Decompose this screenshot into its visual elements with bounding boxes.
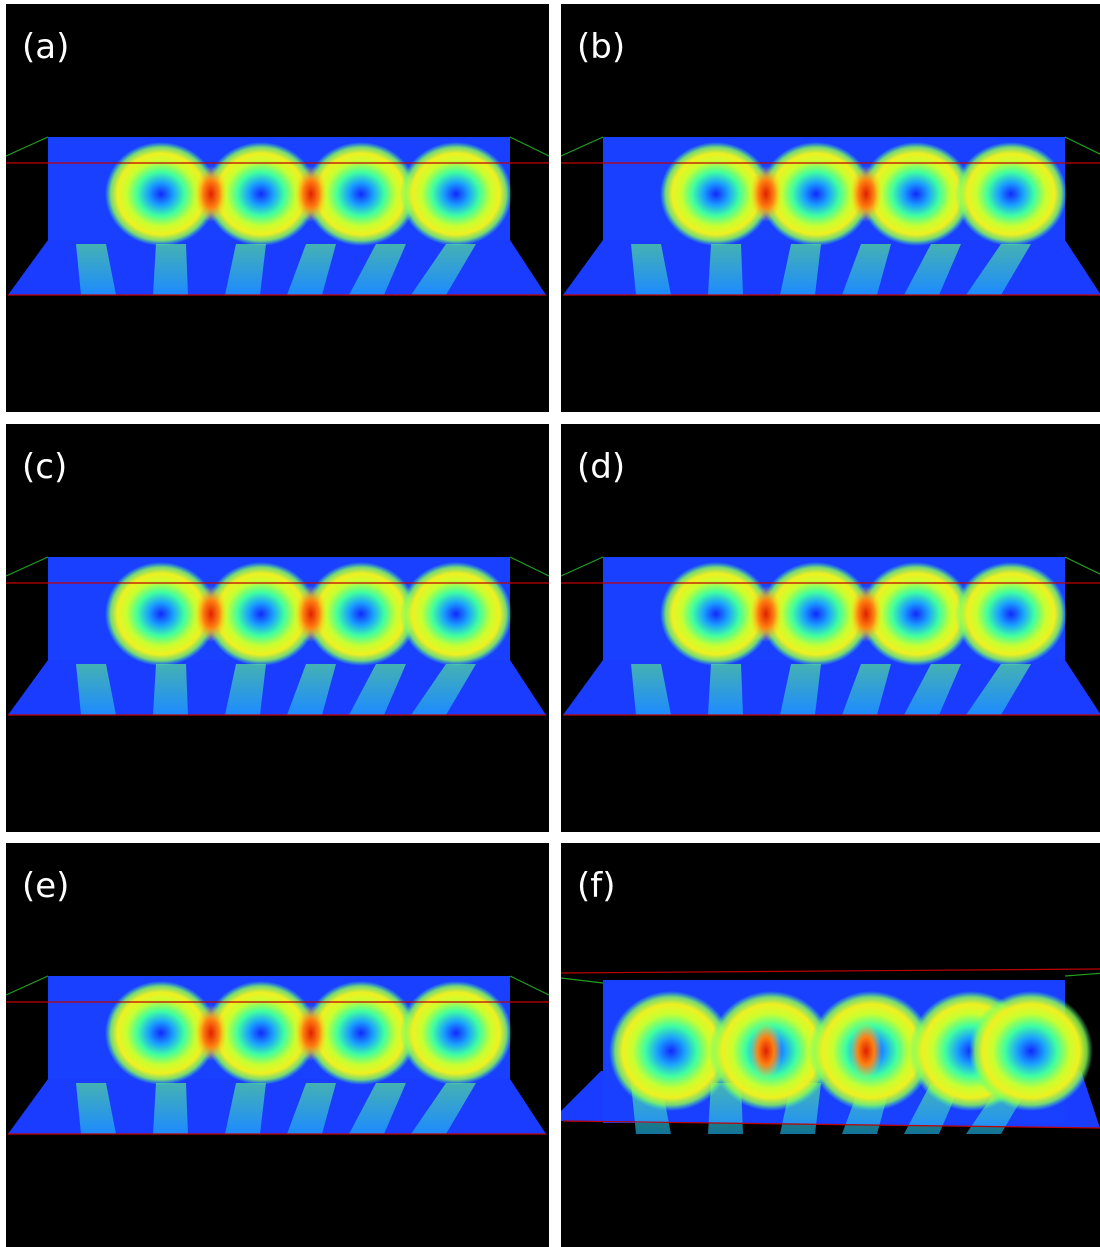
field-ring	[969, 991, 1093, 1111]
field-hotspot	[850, 1023, 882, 1079]
field-hotspot	[195, 166, 227, 222]
panel: (a)	[6, 4, 549, 412]
floor-stripe	[153, 664, 188, 715]
panel: (b)	[561, 4, 1100, 412]
panel-label: (e)	[22, 866, 69, 906]
panel: (e)	[6, 843, 549, 1247]
field-hotspot	[750, 166, 782, 222]
field-hotspot	[195, 586, 227, 642]
field-hotspot	[850, 586, 882, 642]
field-ring	[400, 981, 512, 1085]
field-ring	[400, 562, 512, 666]
field-hotspot	[750, 586, 782, 642]
field-ring	[955, 562, 1067, 666]
panel: (c)	[6, 424, 549, 832]
field-ring	[955, 142, 1067, 246]
panel: (d)	[561, 424, 1100, 832]
panel: (f)	[561, 843, 1100, 1247]
floor-stripe	[153, 1083, 188, 1134]
panel-label: (f)	[577, 866, 616, 906]
field-hotspot	[850, 166, 882, 222]
figure: (a) (b) (c) (d) (e) (f)	[0, 0, 1100, 1247]
field-hotspot	[195, 1005, 227, 1061]
floor-stripe	[708, 244, 743, 295]
field-ring	[400, 142, 512, 246]
field-hotspot	[295, 1005, 327, 1061]
field-hotspot	[295, 586, 327, 642]
floor-stripe	[708, 664, 743, 715]
floor-stripe	[153, 244, 188, 295]
panel-label: (d)	[577, 447, 625, 487]
field-hotspot	[295, 166, 327, 222]
panel-label: (b)	[577, 27, 625, 67]
field-hotspot	[750, 1023, 782, 1079]
panel-label: (c)	[22, 447, 67, 487]
panel-label: (a)	[22, 27, 69, 67]
